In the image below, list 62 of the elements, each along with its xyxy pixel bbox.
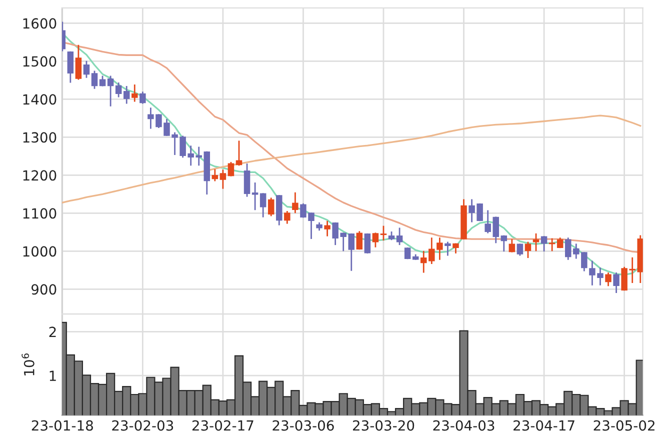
y-tick-label: 1500 <box>23 56 56 67</box>
candlestick <box>484 210 491 234</box>
x-tick-label: 23-01-18 <box>32 420 93 431</box>
y-tick-label: 900 <box>31 284 56 295</box>
candlestick <box>556 238 564 248</box>
y-tick-label: 1400 <box>23 94 56 105</box>
candlestick <box>396 228 403 246</box>
candlestick <box>532 233 540 252</box>
candlestick <box>508 239 516 252</box>
candlestick <box>605 272 612 286</box>
candlestick <box>140 92 146 104</box>
y-tick-label: 1 <box>50 370 56 381</box>
candlestick <box>356 231 363 250</box>
x-tick-label: 23-02-17 <box>192 420 254 431</box>
candlestick <box>380 226 387 240</box>
line-series <box>62 114 642 204</box>
candlestick <box>83 60 90 78</box>
y-tick-label: 2 <box>49 326 56 337</box>
y-tick-label: 1200 <box>23 170 56 181</box>
candlestick <box>244 163 250 197</box>
candlestick <box>565 238 572 260</box>
candlestick <box>284 210 290 224</box>
candlestick <box>252 182 258 210</box>
candlestick <box>324 220 330 236</box>
candlestick <box>260 193 266 218</box>
candlestick <box>115 82 122 98</box>
candlestick <box>236 140 242 166</box>
candlestick <box>75 44 82 80</box>
x-tick-label: 23-04-03 <box>433 420 494 431</box>
candlestick <box>91 70 98 89</box>
candlestick <box>123 86 130 104</box>
candlestick <box>540 236 548 252</box>
candlestick <box>492 216 499 244</box>
candlestick <box>348 233 355 271</box>
candlestick <box>268 198 274 216</box>
candlestick <box>524 242 532 258</box>
candlestick <box>99 76 106 86</box>
candlestick <box>516 244 524 256</box>
candlestick <box>444 242 451 256</box>
x-tick-label: 23-05-02 <box>594 420 654 431</box>
x-tick-label: 23-02-03 <box>112 420 174 431</box>
candlestick <box>228 162 234 176</box>
y-axis-title: 10$^{6}$ <box>22 353 34 376</box>
candlestick <box>132 84 138 102</box>
candlestick <box>404 247 411 260</box>
x-tick-label: 23-04-17 <box>514 420 574 431</box>
candlestick <box>107 76 114 106</box>
candlestick <box>548 238 556 252</box>
candlestick <box>372 232 379 248</box>
candlestick <box>212 169 218 182</box>
y-tick-label: 1100 <box>23 208 56 219</box>
candlestick <box>67 51 74 83</box>
x-tick-label: 23-03-20 <box>352 420 414 431</box>
y-tick-label: 1000 <box>23 246 56 257</box>
y-tick-label: 1300 <box>23 132 56 143</box>
candlestick <box>220 170 226 189</box>
candlestick <box>292 192 298 214</box>
x-tick-label: 23-03-06 <box>272 420 334 431</box>
y-tick-label: 1600 <box>23 18 56 29</box>
candlestick <box>500 235 508 252</box>
candlestick <box>364 233 371 254</box>
candlestick <box>613 272 620 293</box>
